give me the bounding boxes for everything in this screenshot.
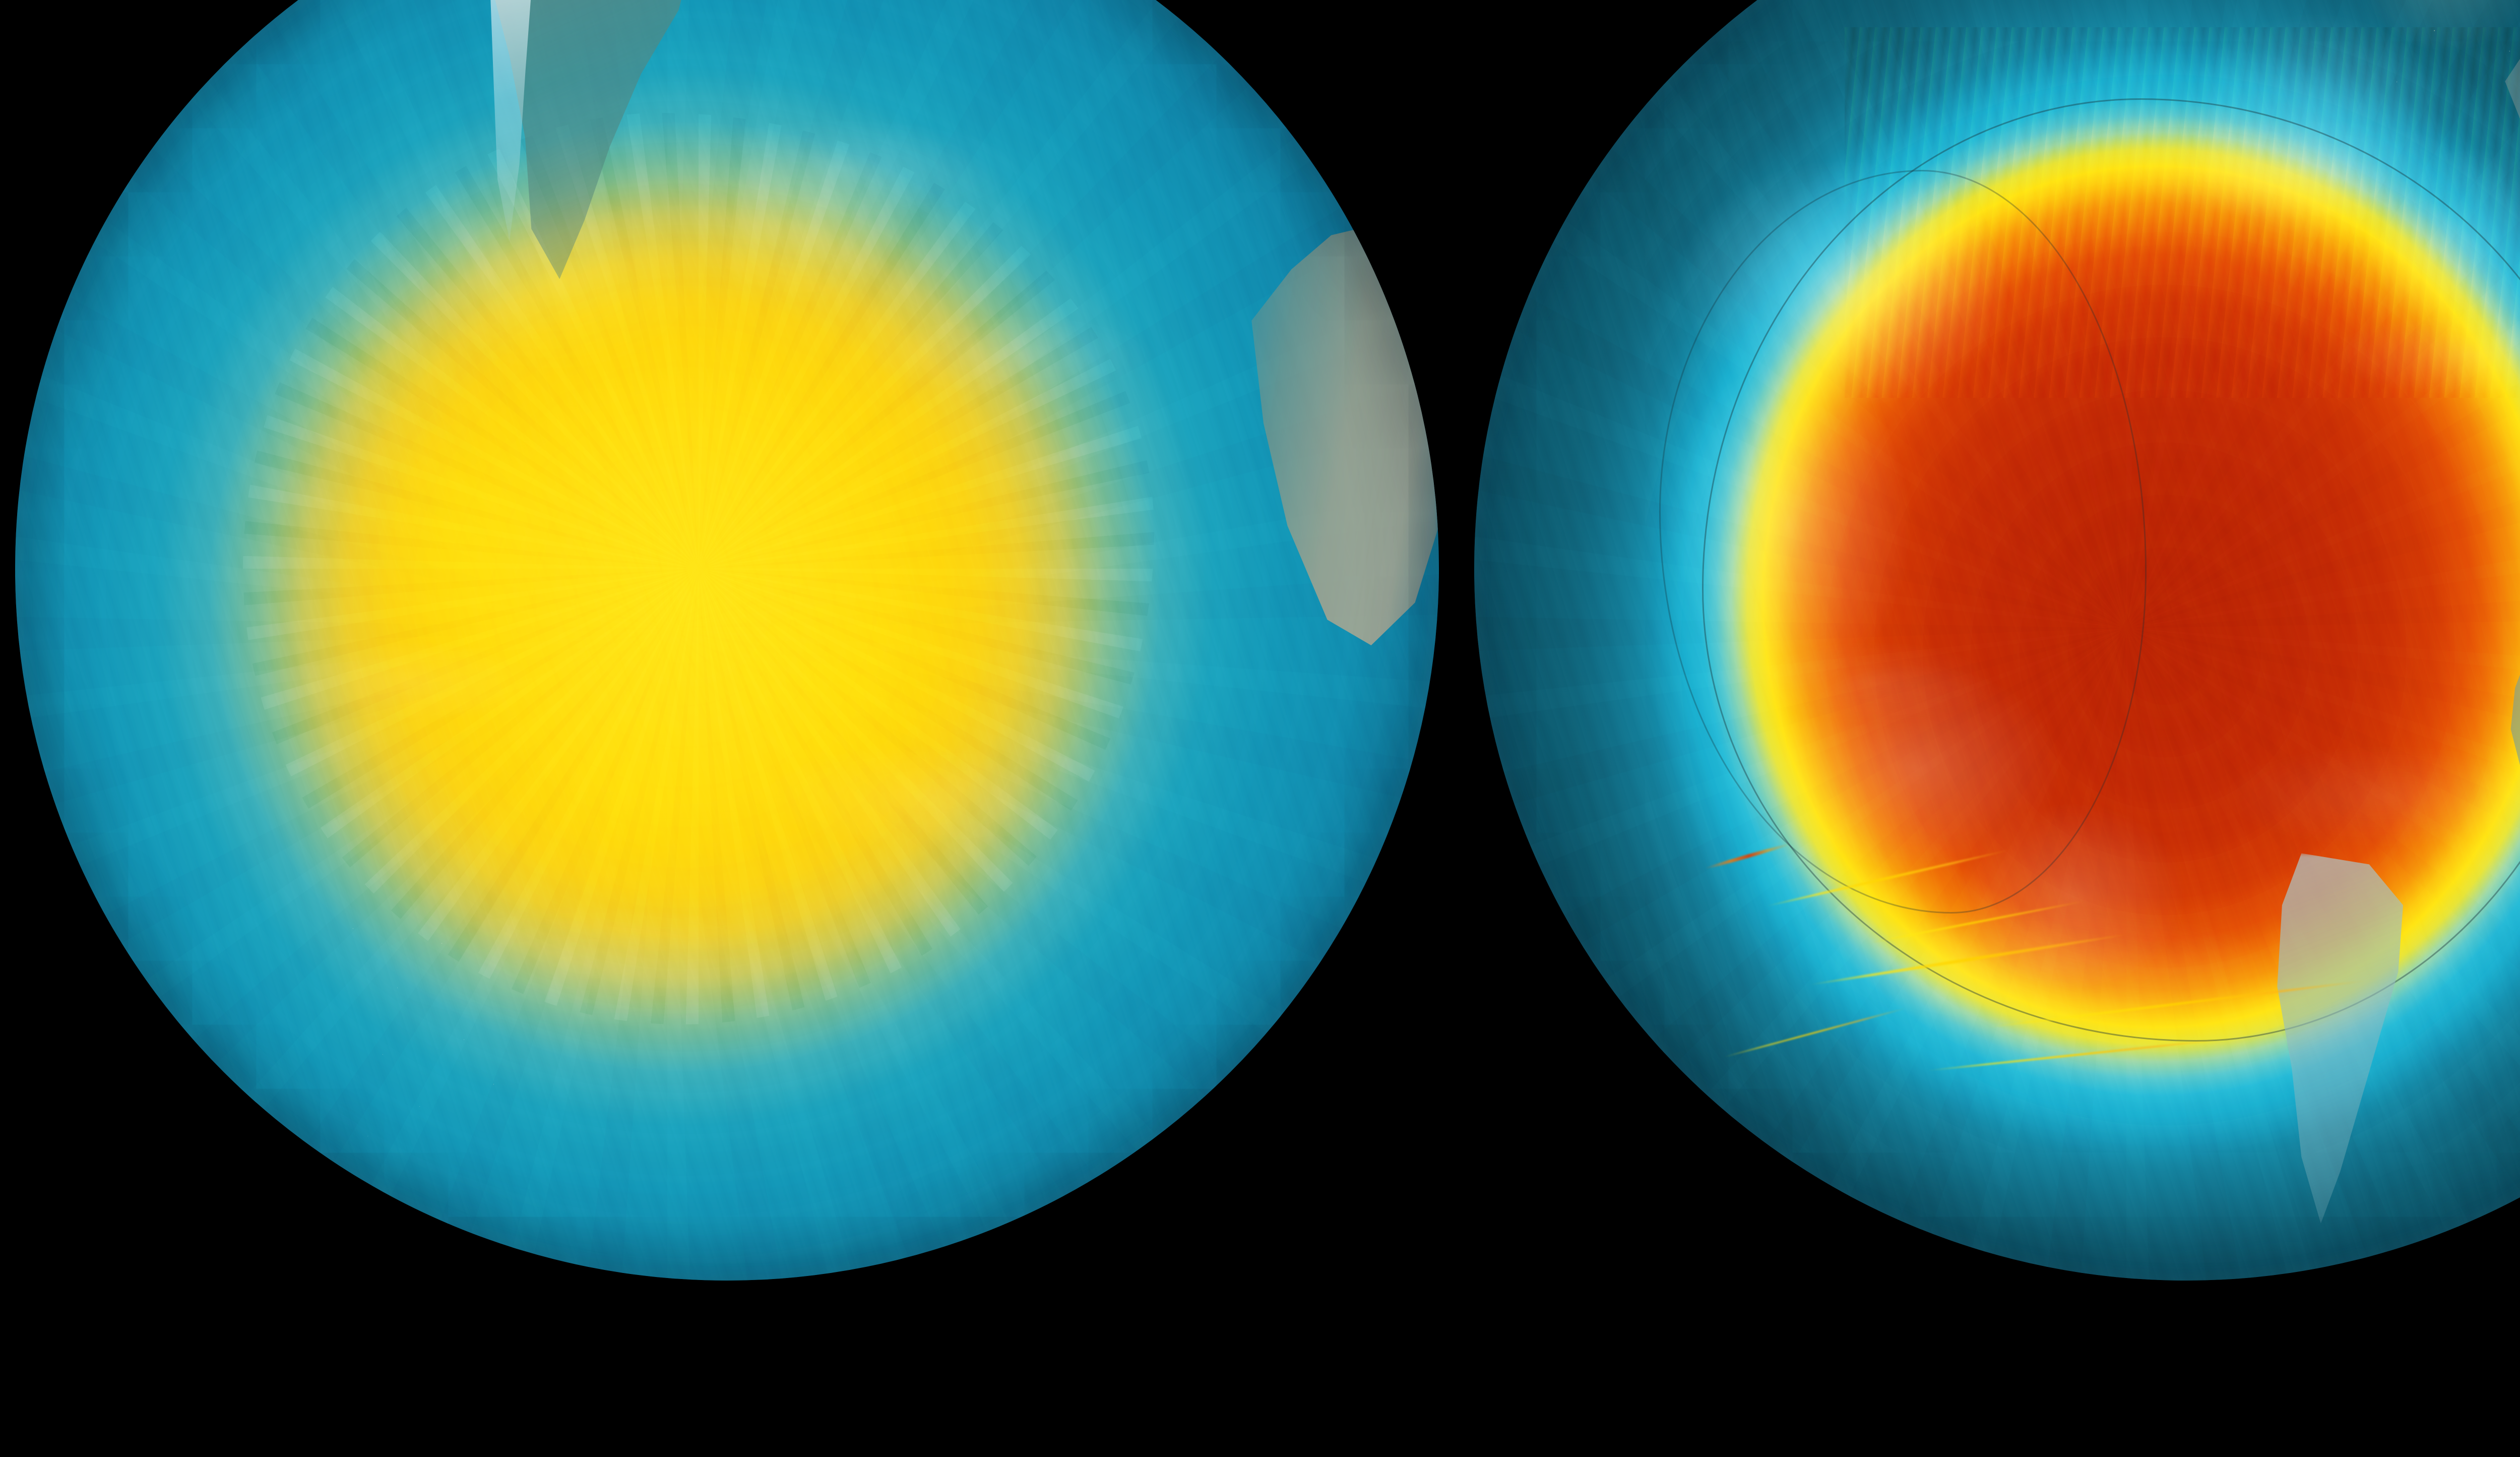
ozone-field-right [1474, 0, 2520, 1281]
ozone-field-left [15, 0, 1439, 1281]
globe-left-moderate-depletion[interactable] [15, 0, 1439, 1281]
globe-right-severe-ozone-hole[interactable] [1474, 0, 2520, 1281]
